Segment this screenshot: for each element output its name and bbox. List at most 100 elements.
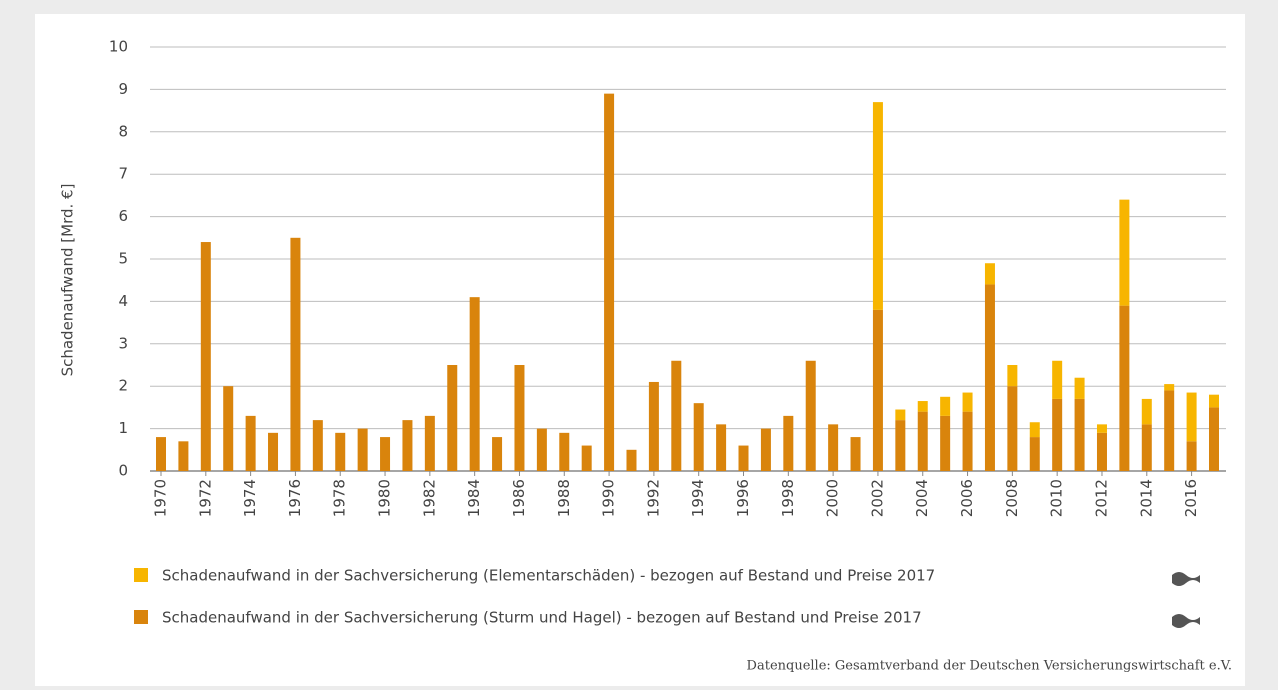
bar-segment xyxy=(1052,360,1063,399)
legend-label: Schadenaufwand in der Sachversicherung (… xyxy=(162,567,935,585)
bar-segment xyxy=(648,381,659,471)
bar-segment xyxy=(514,365,525,471)
x-tick-label: 1994 xyxy=(689,479,707,517)
x-tick-label: 1976 xyxy=(286,479,304,517)
bar-segment xyxy=(1209,407,1219,471)
bar-segment xyxy=(492,437,503,471)
x-tick-label: 2014 xyxy=(1137,479,1155,517)
bar-segment xyxy=(1119,305,1130,471)
y-tick-label: 9 xyxy=(118,80,128,98)
bar-segment xyxy=(245,415,256,471)
legend-icon xyxy=(1172,572,1200,586)
bar-segment xyxy=(380,437,391,471)
y-axis-label: Schadenaufwand [Mrd. €] xyxy=(59,184,77,377)
x-tick-label: 2008 xyxy=(1003,479,1021,517)
bar-segment xyxy=(872,102,883,310)
bar-segment xyxy=(940,415,951,471)
x-tick-label: 1988 xyxy=(555,479,573,517)
bar-segment xyxy=(895,409,906,421)
bar-segment xyxy=(693,403,704,471)
bar-segment xyxy=(604,93,615,471)
x-tick-label: 1992 xyxy=(644,479,662,517)
bar-segment xyxy=(962,392,973,412)
legend-icon xyxy=(1172,614,1200,628)
bar-segment xyxy=(1074,377,1085,399)
bar-segment xyxy=(1141,424,1152,471)
bar-segment xyxy=(424,415,435,471)
bar-segment xyxy=(1141,398,1152,425)
bar-segment xyxy=(1007,365,1018,387)
bar-segment xyxy=(1119,199,1130,306)
bar-segment xyxy=(200,242,211,471)
bar-segment xyxy=(312,420,323,471)
bar-segment xyxy=(1029,437,1040,471)
bar-segment xyxy=(447,365,458,471)
bar-segment xyxy=(984,284,995,471)
bar-segment xyxy=(1096,424,1107,433)
bar-segment xyxy=(984,263,995,285)
x-tick-label: 1986 xyxy=(510,479,528,517)
bar-segment xyxy=(1029,422,1040,438)
x-tick-label: 1974 xyxy=(241,479,259,517)
y-tick-label: 3 xyxy=(118,334,128,352)
y-tick-label: 5 xyxy=(118,250,128,268)
x-tick-label: 1990 xyxy=(600,479,618,517)
bar-segment xyxy=(581,445,592,471)
bar-segment xyxy=(962,411,973,471)
bar-segment xyxy=(895,420,906,471)
bar-segment xyxy=(828,424,839,471)
bar-segment xyxy=(671,360,682,471)
x-tick-label: 2004 xyxy=(913,479,931,517)
bar-segment xyxy=(469,297,480,471)
y-tick-label: 8 xyxy=(118,122,128,140)
legend-swatch xyxy=(134,568,148,582)
bar-segment xyxy=(335,432,346,471)
bar-segment xyxy=(1186,392,1197,442)
bar-segment xyxy=(917,401,928,412)
panel xyxy=(35,14,1245,686)
x-tick-label: 2006 xyxy=(958,479,976,517)
bar-segment xyxy=(626,449,637,471)
bar-segment xyxy=(1052,398,1063,471)
legend-swatch xyxy=(134,610,148,624)
y-tick-label: 2 xyxy=(118,377,128,395)
x-tick-label: 2010 xyxy=(1048,479,1066,517)
bar-segment xyxy=(290,237,301,471)
bar-segment xyxy=(783,415,794,471)
bar-segment xyxy=(872,309,883,471)
y-tick-label: 6 xyxy=(118,207,128,225)
x-tick-label: 1980 xyxy=(376,479,394,517)
bar-segment xyxy=(1007,386,1018,471)
y-tick-label: 1 xyxy=(118,419,128,437)
bar-segment xyxy=(357,428,368,471)
x-tick-label: 1978 xyxy=(331,479,349,517)
bar-segment xyxy=(1186,441,1197,471)
bar-segment xyxy=(738,445,749,471)
x-tick-label: 1972 xyxy=(196,479,214,517)
bar-segment xyxy=(223,386,234,471)
bar-segment xyxy=(402,420,413,471)
y-tick-label: 7 xyxy=(118,165,128,183)
bar-segment xyxy=(559,432,570,471)
x-tick-label: 2002 xyxy=(868,479,886,517)
bar-segment xyxy=(805,360,816,471)
x-tick-label: 2000 xyxy=(824,479,842,517)
bar-segment xyxy=(536,428,547,471)
bar-segment xyxy=(268,432,279,471)
x-tick-label: 1982 xyxy=(420,479,438,517)
bar-segment xyxy=(1164,384,1175,391)
y-tick-label: 10 xyxy=(109,38,128,56)
bar-segment xyxy=(1096,432,1107,471)
source: Datenquelle: Gesamtverband der Deutschen… xyxy=(747,659,1232,674)
x-tick-label: 1984 xyxy=(465,479,483,517)
bar-segment xyxy=(178,441,189,471)
bar-segment xyxy=(917,411,928,471)
bar-segment xyxy=(940,396,951,416)
x-tick-label: 2012 xyxy=(1092,479,1110,517)
bar-segment xyxy=(760,428,771,471)
x-tick-label: 1998 xyxy=(779,479,797,517)
y-tick-label: 4 xyxy=(118,292,128,310)
bar-segment xyxy=(1074,398,1085,471)
